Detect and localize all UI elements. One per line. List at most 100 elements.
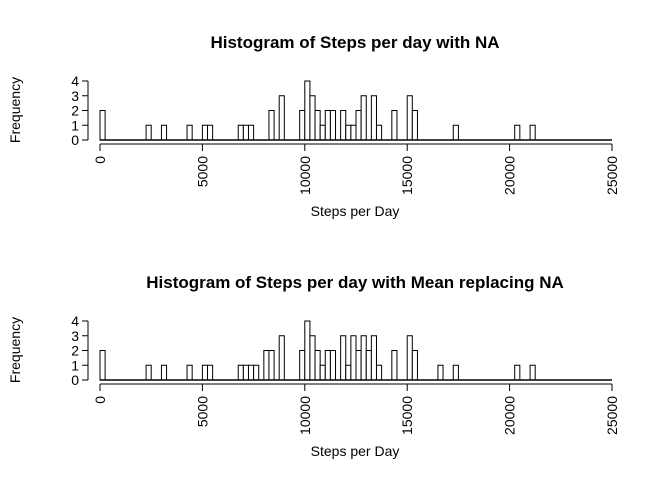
histogram-bar <box>207 124 214 141</box>
histogram-bar <box>514 364 521 381</box>
histogram-bar <box>237 124 244 141</box>
histogram-bar <box>370 335 377 381</box>
x-tick-label: 15000 <box>399 156 415 195</box>
histogram-bar <box>360 335 367 381</box>
chart-title: Histogram of Steps per day with NA <box>210 33 499 52</box>
histogram-bar <box>340 335 347 381</box>
x-axis: 0 5000 10000 15000 20000 25000 <box>92 143 620 195</box>
histogram-panel-with-na: Histogram of Steps per day with NA Frequ… <box>7 33 620 219</box>
histogram-bar <box>145 124 152 141</box>
histogram-panel-mean-replacing-na: Histogram of Steps per day with Mean rep… <box>7 273 620 459</box>
x-tick-label: 15000 <box>399 396 415 435</box>
histogram-bar <box>365 350 372 381</box>
histogram-bar <box>201 124 209 141</box>
histogram-bar <box>186 364 193 381</box>
histogram-bar <box>406 335 413 381</box>
histogram-bar <box>329 110 337 141</box>
x-tick-label: 0 <box>92 396 108 404</box>
y-axis-label: Frequency <box>7 317 23 383</box>
x-tick-label: 20000 <box>502 396 518 435</box>
histogram-bar <box>242 124 249 141</box>
histogram-bar <box>360 95 367 141</box>
x-tick-label: 10000 <box>297 156 313 195</box>
histogram-bar <box>242 364 249 381</box>
histogram-bar <box>160 364 168 381</box>
histogram-bar <box>278 95 285 141</box>
histogram-bar <box>350 124 357 141</box>
x-tick-label: 25000 <box>604 156 620 195</box>
x-tick-label: 20000 <box>502 156 518 195</box>
histogram-bar <box>329 350 337 381</box>
histogram-bar <box>263 350 270 381</box>
histogram-bar <box>201 364 209 381</box>
y-tick-label: 3 <box>71 328 79 344</box>
histogram-bar <box>247 124 255 141</box>
histogram-bar <box>324 350 331 381</box>
histogram-bar <box>268 350 275 381</box>
histogram-bar <box>514 124 521 141</box>
histogram-bar <box>145 364 152 381</box>
histogram-bar <box>309 95 316 141</box>
bar-group <box>99 320 612 381</box>
histogram-bar <box>529 364 536 381</box>
x-axis-label: Steps per Day <box>311 443 400 459</box>
histogram-bar <box>299 110 306 141</box>
histogram-bar <box>319 364 326 381</box>
chart-title: Histogram of Steps per day with Mean rep… <box>146 273 564 292</box>
x-tick-label: 5000 <box>194 156 210 187</box>
histogram-bar <box>529 124 536 141</box>
histogram-bar <box>99 110 106 141</box>
histogram-bar <box>391 110 398 141</box>
histogram-bar <box>370 95 377 141</box>
histogram-bar <box>452 364 459 381</box>
histogram-bar <box>319 124 326 141</box>
y-tick-label: 4 <box>71 73 79 89</box>
histogram-bar <box>411 350 418 381</box>
histogram-bar <box>391 350 398 381</box>
x-tick-label: 25000 <box>604 396 620 435</box>
histogram-bar <box>314 350 321 381</box>
x-axis: 0 5000 10000 15000 20000 25000 <box>92 383 620 435</box>
histogram-bar <box>99 350 106 381</box>
histogram-bar <box>340 110 347 141</box>
x-tick-label: 5000 <box>194 396 210 427</box>
y-tick-label: 1 <box>71 357 79 373</box>
histogram-bar <box>314 110 321 141</box>
y-axis-label: Frequency <box>7 77 23 143</box>
y-tick-label: 0 <box>71 132 79 148</box>
histogram-bar <box>375 364 383 381</box>
histogram-bar <box>411 110 418 141</box>
histogram-bar <box>375 124 383 141</box>
y-tick-label: 2 <box>71 343 79 359</box>
x-tick-label: 10000 <box>297 396 313 435</box>
histogram-bar <box>186 124 193 141</box>
histogram-bar <box>304 320 311 381</box>
histogram-bar <box>268 110 275 141</box>
histogram-bar <box>304 80 311 141</box>
histogram-bar <box>160 124 168 141</box>
histogram-bar <box>207 364 214 381</box>
histogram-bar <box>350 335 357 381</box>
y-tick-label: 1 <box>71 117 79 133</box>
y-tick-label: 0 <box>71 372 79 388</box>
histogram-bar <box>345 364 352 381</box>
histogram-bar <box>406 95 413 141</box>
bar-group <box>99 80 612 141</box>
x-axis-label: Steps per Day <box>311 203 400 219</box>
histogram-bar <box>309 335 316 381</box>
x-tick-label: 0 <box>92 156 108 164</box>
histogram-bar <box>299 350 306 381</box>
y-tick-label: 2 <box>71 103 79 119</box>
histogram-bar <box>278 335 285 381</box>
histogram-bar <box>437 364 444 381</box>
histogram-bar <box>452 124 459 141</box>
histogram-bar <box>324 110 331 141</box>
histogram-bar <box>253 364 260 381</box>
histogram-bar <box>247 364 255 381</box>
histogram-bar <box>355 350 362 381</box>
y-tick-label: 3 <box>71 88 79 104</box>
y-tick-label: 4 <box>71 313 79 329</box>
